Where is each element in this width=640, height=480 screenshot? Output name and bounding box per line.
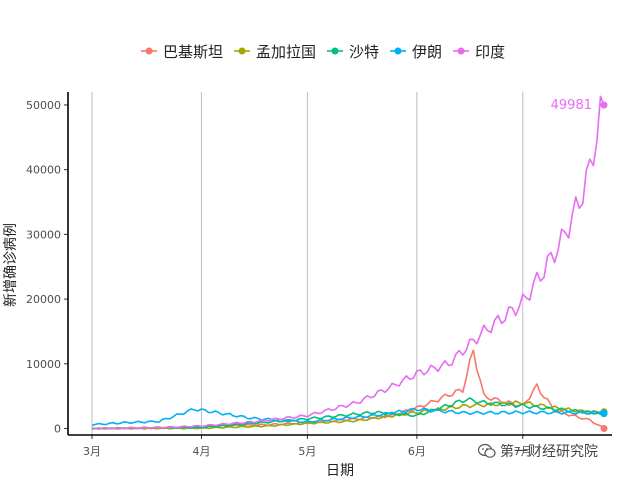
legend-label: 孟加拉国 [256, 42, 317, 61]
legend-label: 沙特 [349, 42, 380, 61]
y-tick-label: 30000 [26, 228, 61, 241]
legend-item-3: 沙特 [326, 41, 379, 62]
legend-item-5: 印度 [452, 41, 505, 62]
series-line-5 [91, 95, 605, 430]
legend-label: 巴基斯坦 [163, 42, 224, 61]
x-tick-label: 4月 [192, 445, 210, 458]
x-tick-label: 7月 [514, 445, 532, 458]
legend-item-4: 伊朗 [389, 41, 442, 62]
legend-label: 伊朗 [412, 42, 443, 61]
series-lines [91, 95, 608, 433]
x-tick-label: 3月 [83, 445, 101, 458]
wechat-icon [478, 443, 496, 458]
legend: 巴基斯坦 孟加拉国 沙特 伊朗 印度 [140, 40, 505, 62]
series-end-point-5 [600, 101, 608, 109]
x-tick-label: 6月 [408, 445, 426, 458]
y-tick-label: 0 [54, 423, 61, 436]
y-tick-label: 50000 [26, 99, 61, 112]
watermark: 第一财经研究院 [478, 441, 598, 461]
gridlines [91, 92, 524, 435]
x-axis-label: 日期 [326, 463, 354, 479]
legend-key [234, 47, 251, 55]
series-end-point-4 [600, 409, 608, 417]
tick-labels: 3月 4月 5月 6月 7月 0 10000 20000 30000 40000 50000 [26, 99, 532, 458]
y-tick-label: 40000 [26, 164, 61, 177]
series-line-4 [91, 407, 605, 427]
y-axis-label: 新增确诊病例 [3, 223, 19, 307]
watermark-text: 第一财经研究院 [500, 444, 598, 460]
y-tick-label: 20000 [26, 293, 61, 306]
legend-key [327, 47, 344, 55]
series-end-point-1 [600, 425, 608, 433]
legend-key [453, 47, 470, 55]
legend-label: 印度 [475, 42, 506, 61]
legend-key [390, 47, 407, 55]
legend-item-2: 孟加拉国 [233, 41, 316, 62]
legend-key [141, 47, 157, 55]
legend-item-1: 巴基斯坦 [140, 41, 223, 62]
annotations: 49981 [551, 98, 592, 113]
end-value-label: 49981 [551, 98, 592, 113]
x-tick-label: 5月 [298, 445, 316, 458]
y-tick-label: 10000 [26, 358, 61, 371]
axes [64, 92, 612, 439]
